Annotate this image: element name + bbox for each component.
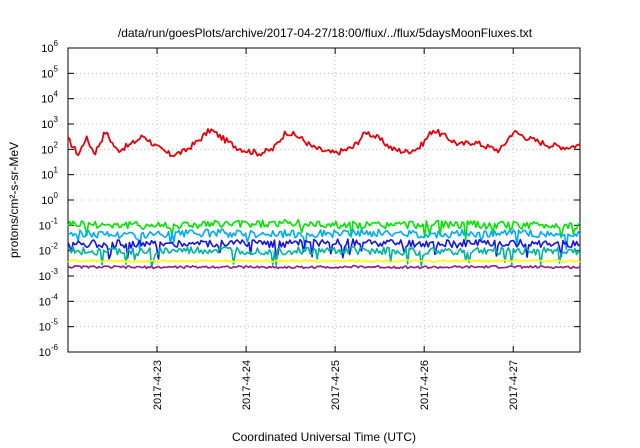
y-tick-label: 104 xyxy=(41,90,58,106)
y-tick-label: 10-6 xyxy=(39,343,59,359)
series-line xyxy=(67,238,581,260)
y-axis-label: protons/cm²-s-sr-MeV xyxy=(7,142,21,258)
x-tick-label: 2017-4-26 xyxy=(419,360,431,410)
x-tick-label: 2017-4-24 xyxy=(241,360,253,410)
series-line xyxy=(67,245,581,268)
x-axis-label: Coordinated Universal Time (UTC) xyxy=(232,430,416,444)
y-tick-labels: 10-6 10-5 10-4 10-3 10-2 10-1 100 101 102 103 104 1… xyxy=(39,39,580,359)
y-tick-label: 10-1 xyxy=(39,216,59,232)
y-tick-label: 101 xyxy=(41,166,58,182)
series-line xyxy=(67,258,581,264)
x-tick-label: 2017-4-25 xyxy=(330,360,342,410)
y-tick-label: 10-5 xyxy=(39,318,59,334)
series-line xyxy=(67,128,581,158)
x-tick-labels: 2017-4-23 2017-4-24 2017-4-25 2017-4-26 2017… xyxy=(152,48,520,410)
y-tick-label: 100 xyxy=(41,191,58,207)
series-lines xyxy=(67,128,581,270)
y-tick-label: 106 xyxy=(41,39,58,55)
series-line xyxy=(67,218,581,241)
y-tick-label: 105 xyxy=(41,64,58,80)
grid xyxy=(68,48,580,352)
y-tick-label: 102 xyxy=(41,140,58,156)
series-line xyxy=(67,228,581,250)
y-tick-label: 103 xyxy=(41,115,58,131)
x-tick-label: 2017-4-27 xyxy=(508,360,520,410)
series-line xyxy=(67,264,581,270)
y-tick-label: 10-4 xyxy=(39,292,59,308)
x-tick-label: 2017-4-23 xyxy=(152,360,164,410)
chart-title: /data/run/goesPlots/archive/2017-04-27/1… xyxy=(118,26,533,40)
y-tick-label: 10-2 xyxy=(39,242,59,258)
y-tick-label: 10-3 xyxy=(39,267,59,283)
